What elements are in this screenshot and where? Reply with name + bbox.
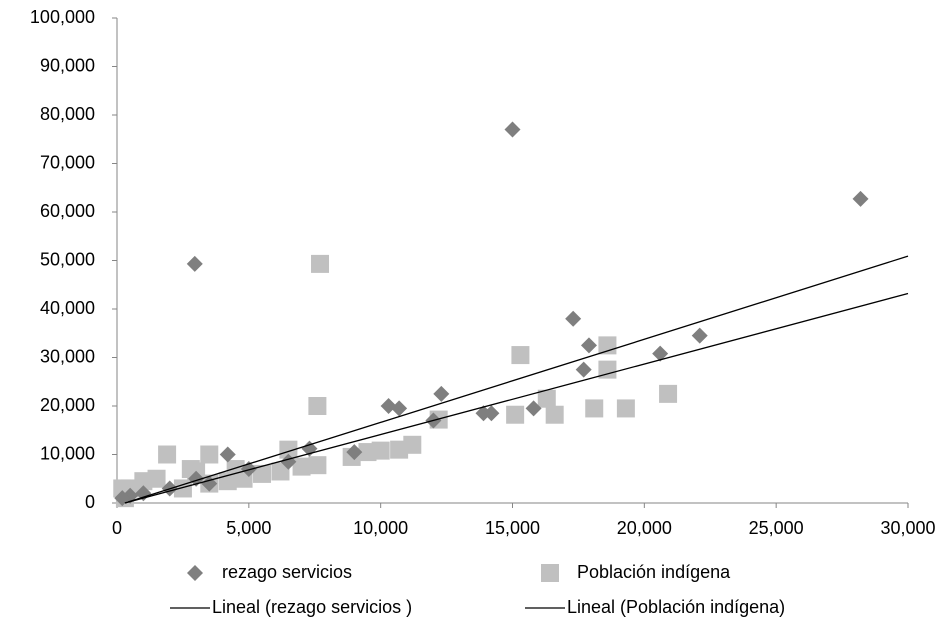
y-tick-label: 30,000: [40, 346, 95, 366]
square-marker: [598, 360, 617, 379]
square-marker: [506, 405, 525, 424]
y-tick-label: 80,000: [40, 104, 95, 124]
square-marker: [271, 462, 290, 481]
legend-label: Población indígena: [577, 562, 731, 582]
square-marker: [253, 464, 272, 483]
square-marker: [616, 399, 635, 418]
legend-label: Lineal (rezago servicios ): [212, 597, 412, 617]
diamond-marker: [219, 446, 236, 463]
y-tick-label: 0: [85, 492, 95, 512]
diamond-marker: [433, 385, 450, 402]
y-tick-label: 20,000: [40, 395, 95, 415]
square-marker: [308, 397, 327, 415]
square-marker: [292, 457, 311, 476]
y-tick-label: 100,000: [30, 7, 95, 27]
y-tick-label: 70,000: [40, 152, 95, 172]
diamond-marker: [525, 400, 542, 417]
legend-label: rezago servicios: [222, 562, 352, 582]
legend-label: Lineal (Población indígena): [567, 597, 785, 617]
y-tick-label: 40,000: [40, 298, 95, 318]
square-marker: [308, 456, 327, 475]
x-tick-label: 30,000: [880, 518, 935, 538]
y-tick-label: 90,000: [40, 55, 95, 75]
square-marker: [358, 443, 377, 462]
trendline: [124, 255, 909, 504]
square-marker: [511, 346, 530, 365]
diamond-marker: [504, 121, 521, 138]
square-marker: [226, 460, 245, 479]
diamond-marker: [580, 337, 597, 354]
square-marker: [598, 336, 617, 355]
x-tick-label: 20,000: [617, 518, 672, 538]
diamond-marker: [652, 345, 669, 362]
y-tick-label: 60,000: [40, 201, 95, 221]
diamond-marker: [380, 398, 397, 414]
square-marker: [311, 254, 330, 273]
y-tick-label: 50,000: [40, 249, 95, 269]
diamond-marker: [565, 310, 582, 327]
square-marker: [279, 440, 298, 459]
x-tick-label: 10,000: [353, 518, 408, 538]
diamond-marker: [187, 565, 203, 581]
diamond-marker: [575, 361, 592, 378]
square-marker: [390, 440, 409, 459]
square-marker: [541, 564, 559, 582]
x-tick-label: 25,000: [749, 518, 804, 538]
x-tick-label: 5,000: [226, 518, 271, 538]
diamond-marker: [186, 255, 203, 272]
square-marker: [200, 445, 219, 464]
square-marker: [545, 405, 564, 424]
diamond-marker: [391, 400, 408, 417]
y-tick-label: 10,000: [40, 443, 95, 463]
diamond-marker: [691, 327, 708, 344]
x-tick-label: 15,000: [485, 518, 540, 538]
diamond-marker: [852, 190, 869, 207]
diamond-marker: [483, 405, 500, 422]
x-tick-label: 0: [112, 518, 122, 538]
square-marker: [659, 384, 678, 403]
square-marker: [537, 389, 556, 408]
trendline: [124, 292, 909, 504]
square-marker: [585, 399, 604, 418]
square-marker: [158, 445, 177, 464]
diamond-marker: [346, 444, 363, 461]
